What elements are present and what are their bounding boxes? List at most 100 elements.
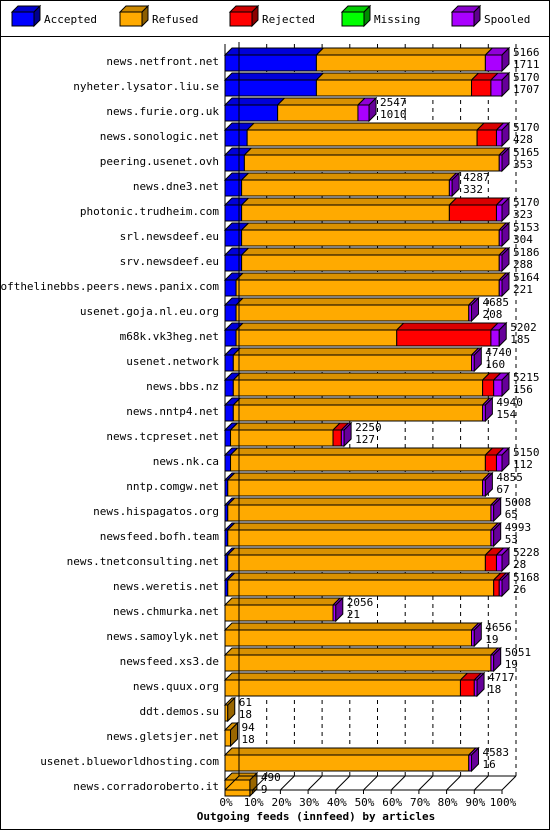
row-total: 5202 — [510, 321, 536, 334]
row-label: news.netfront.net — [106, 55, 219, 68]
bar-segment-spooled — [493, 379, 503, 397]
row-label: ddt.demos.su — [140, 705, 219, 718]
row-label: newsfeed.xs3.de — [120, 655, 219, 668]
row-label: news.bbs.nz — [146, 380, 219, 393]
axis-tick — [446, 775, 461, 791]
row-accepted-count: 304 — [513, 233, 533, 246]
bar-top-refused — [243, 147, 508, 156]
bar-segment-refused — [230, 454, 486, 472]
bar-end-cap — [484, 471, 493, 498]
row-accepted-count: 67 — [496, 483, 509, 496]
row-label: news.sonologic.net — [100, 130, 219, 143]
bar-segment-rejected — [471, 79, 492, 97]
x-tick-label: 20% — [271, 796, 291, 809]
x-tick-label: 10% — [244, 796, 264, 809]
bar-end-cap — [493, 646, 502, 673]
row-total: 490 — [261, 771, 281, 784]
bar-segment-accepted — [224, 329, 237, 347]
row-accepted-count: 288 — [513, 258, 533, 271]
row-label: news.nk.ca — [153, 455, 219, 468]
bar-segment-accepted — [224, 354, 234, 372]
bar-segment-spooled — [490, 79, 503, 97]
axis-tick — [335, 775, 351, 791]
bar-segment-rejected — [448, 204, 497, 222]
row-total: 61 — [239, 696, 252, 709]
bar-end-cap — [343, 421, 352, 448]
bar-end-cap — [476, 671, 485, 698]
row-label: news.tnetconsulting.net — [67, 555, 219, 568]
bar-row — [223, 721, 239, 748]
bar-segment-spooled — [495, 454, 503, 472]
x-tick-label: 30% — [299, 796, 319, 809]
bar-row — [223, 471, 494, 498]
legend-label-rejected: Rejected — [262, 13, 315, 26]
x-tick-label: 60% — [382, 796, 402, 809]
row-accepted-count: 19 — [505, 658, 518, 671]
legend-swatch-accepted — [11, 11, 35, 27]
bar-segment-accepted — [224, 279, 237, 297]
row-accepted-count: 221 — [513, 283, 533, 296]
bar-top-refused — [240, 172, 458, 181]
legend-swatch-spooled — [451, 11, 475, 27]
row-label: usenet.goja.nl.eu.org — [80, 305, 219, 318]
bar-segment-refused — [235, 279, 500, 297]
row-accepted-count: 323 — [513, 208, 533, 221]
row-accepted-count: 127 — [355, 433, 375, 446]
bar-row — [223, 96, 378, 123]
bar-top-accepted — [223, 72, 325, 81]
row-accepted-count: 28 — [513, 558, 526, 571]
bar-segment-accepted — [224, 129, 248, 147]
bar-segment-accepted — [224, 304, 237, 322]
bar-top-refused — [240, 247, 508, 256]
row-total: 4993 — [505, 521, 532, 534]
row-label: news.nntp4.net — [126, 405, 219, 418]
axis-tick — [280, 775, 295, 791]
bar-end-cap — [501, 371, 510, 398]
bar-end-cap — [230, 721, 239, 748]
bar-end-cap — [501, 146, 510, 173]
bar-row — [223, 696, 236, 723]
bar-segment-refused — [224, 604, 334, 622]
bar-end-cap — [471, 296, 480, 323]
legend-swatch-rejected — [229, 11, 253, 27]
bar-top-refused — [240, 197, 458, 206]
bar-segment-refused — [227, 479, 484, 497]
x-tick-label: 100% — [490, 796, 517, 809]
bar-segment-refused — [243, 154, 500, 172]
row-values: 5166171151701707254710105170428516535342… — [239, 46, 540, 796]
row-accepted-count: 112 — [513, 458, 533, 471]
bar-end-cap — [493, 521, 502, 548]
bar-segment-accepted — [224, 154, 245, 172]
row-label: photonic.trudheim.com — [80, 205, 219, 218]
bar-row — [223, 496, 502, 523]
bar-segment-refused — [227, 504, 492, 522]
row-accepted-count: 21 — [347, 608, 360, 621]
bar-segment-refused — [224, 754, 470, 772]
bar-row — [223, 71, 511, 98]
chart-title: Outgoing feeds (innfeed) by articles — [197, 810, 435, 823]
bar-segment-refused — [246, 129, 478, 147]
bar-top-refused — [232, 347, 480, 356]
bar-segment-refused — [235, 304, 470, 322]
bar-end-cap — [501, 121, 510, 148]
row-label: news.tcpreset.net — [106, 430, 219, 443]
chart-bars — [223, 46, 511, 798]
bar-end-cap — [501, 71, 510, 98]
bar-row — [223, 246, 511, 273]
bar-row — [223, 371, 511, 398]
bar-top-rejected — [395, 322, 500, 331]
bar-segment-accepted — [224, 454, 232, 472]
bar-end-cap — [484, 396, 493, 423]
bar-end-cap — [471, 746, 480, 773]
row-accepted-count: 26 — [513, 583, 526, 596]
bar-row — [223, 321, 508, 348]
bar-segment-refused — [224, 729, 232, 747]
bar-segment-refused — [232, 404, 484, 422]
axis-tick — [473, 775, 489, 791]
bar-segment-accepted — [224, 379, 234, 397]
bar-segment-refused — [232, 379, 484, 397]
row-total: 4287 — [463, 171, 490, 184]
legend-item-missing: Missing — [340, 4, 420, 28]
legend-label-refused: Refused — [152, 13, 198, 26]
row-total: 2250 — [355, 421, 382, 434]
